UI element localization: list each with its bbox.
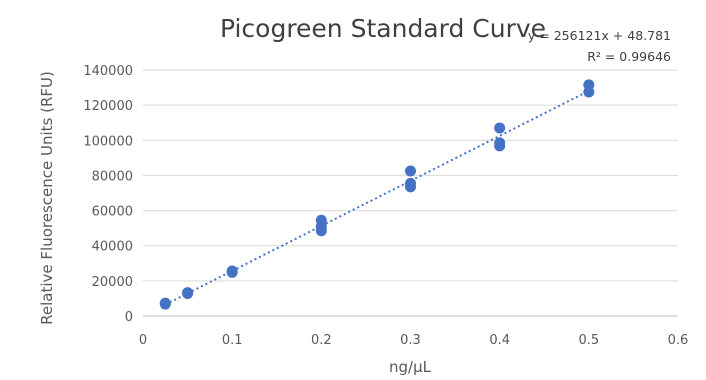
x-tick-label: 0	[139, 333, 147, 348]
x-tick-label: 0.5	[578, 333, 599, 348]
grid-layer	[143, 69, 678, 317]
data-point	[494, 122, 506, 134]
y-tick-label: 0	[125, 310, 133, 325]
data-point	[159, 297, 171, 309]
y-axis-label: Relative Fluorescence Units (RFU)	[38, 71, 56, 325]
y-tick-label: 140000	[83, 64, 133, 79]
x-tick-label: 0.1	[222, 333, 243, 348]
data-point	[405, 165, 416, 177]
chart-title: Picogreen Standard Curve	[220, 14, 546, 43]
trendline-equation: y = 256121x + 48.781	[528, 28, 671, 43]
data-point	[494, 137, 506, 149]
x-tick-label: 0.2	[311, 333, 332, 348]
y-tick-label: 80000	[92, 169, 133, 184]
data-point	[226, 265, 238, 277]
trendline-r-squared: R² = 0.99646	[587, 49, 671, 64]
y-tick-label: 120000	[83, 99, 133, 114]
data-points-layer	[159, 79, 595, 310]
x-tick-label: 0.3	[400, 333, 421, 348]
y-tick-label: 100000	[83, 134, 133, 149]
trendline-layer	[164, 90, 590, 306]
y-tick-label: 40000	[92, 240, 133, 255]
trendline	[164, 90, 590, 306]
x-axis-label: ng/µL	[389, 358, 432, 376]
data-point	[583, 79, 595, 91]
x-tick-label: 0.4	[489, 333, 510, 348]
tick-layer: 0 20000 40000 60000 80000 100000 120000 140000 0…	[83, 64, 688, 348]
data-point	[315, 214, 327, 226]
data-point	[182, 287, 194, 299]
x-tick-label: 0.6	[668, 333, 689, 348]
data-point	[405, 177, 416, 189]
y-tick-label: 20000	[92, 275, 133, 290]
y-tick-label: 60000	[92, 205, 133, 220]
